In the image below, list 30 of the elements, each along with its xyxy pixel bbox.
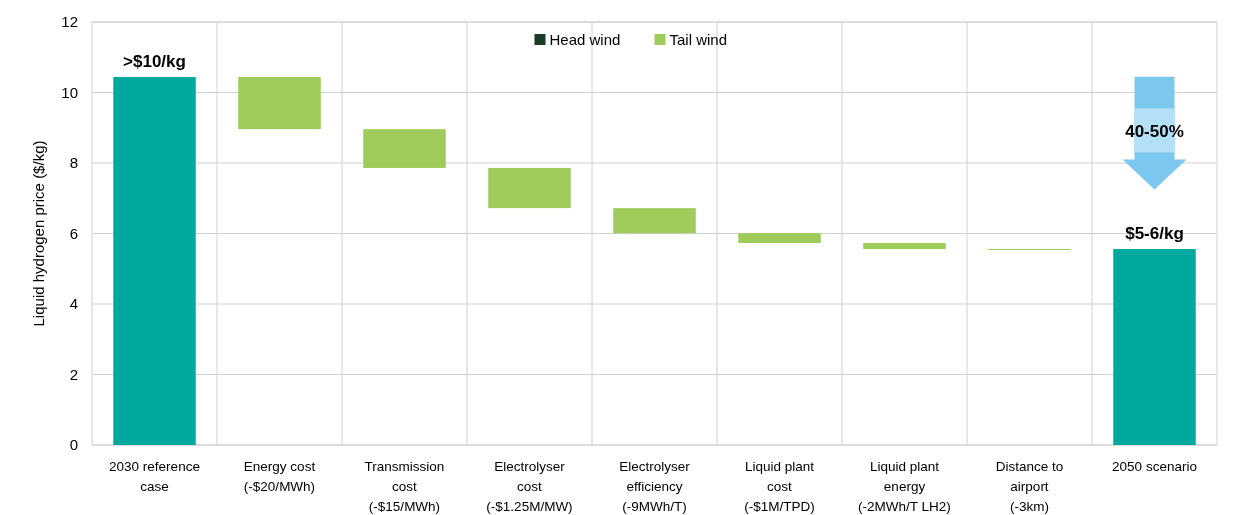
bar — [363, 129, 446, 168]
bar — [238, 76, 321, 130]
y-tick-label: 6 — [69, 224, 78, 242]
bar — [113, 76, 196, 445]
annotation: 40-50% — [1125, 122, 1184, 142]
x-tick-label: Transmission cost (-$15/MWh) — [364, 459, 445, 514]
bar — [488, 167, 571, 209]
y-tick-label: 10 — [61, 83, 78, 101]
bar — [613, 208, 696, 234]
legend-label: Tail wind — [669, 31, 728, 49]
y-tick-label: 4 — [69, 295, 78, 313]
x-tick-label: 2050 scenario — [1112, 459, 1197, 474]
y-axis-title: Liquid hydrogen price ($/kg) — [30, 140, 47, 327]
x-tick-label: Electrolyser efficiency (-9MWh/T) — [619, 459, 691, 514]
annotation: $5-6/kg — [1125, 224, 1184, 244]
y-tick-label: 8 — [69, 154, 78, 172]
x-tick-label: Liquid plant energy (-2MWh/T LH2) — [858, 459, 951, 514]
y-tick-label: 12 — [61, 13, 78, 31]
x-tick-label: Liquid plant cost (-$1M/TPD) — [744, 459, 815, 514]
legend-label: Head wind — [549, 31, 621, 49]
annotation: >$10/kg — [123, 51, 186, 71]
x-tick-label: Energy cost (-$20/MWh) — [243, 459, 316, 494]
x-tick-label: 2030 reference case — [109, 459, 200, 494]
y-tick-label: 0 — [69, 436, 78, 454]
y-tick-label: 2 — [69, 365, 78, 383]
bar — [1113, 249, 1196, 445]
bar — [863, 243, 946, 250]
x-tick-label: Electrolyser cost (-$1.25M/MW) — [486, 459, 573, 514]
bar — [738, 233, 821, 244]
x-tick-label: Distance to airport (-3km) — [995, 459, 1064, 514]
